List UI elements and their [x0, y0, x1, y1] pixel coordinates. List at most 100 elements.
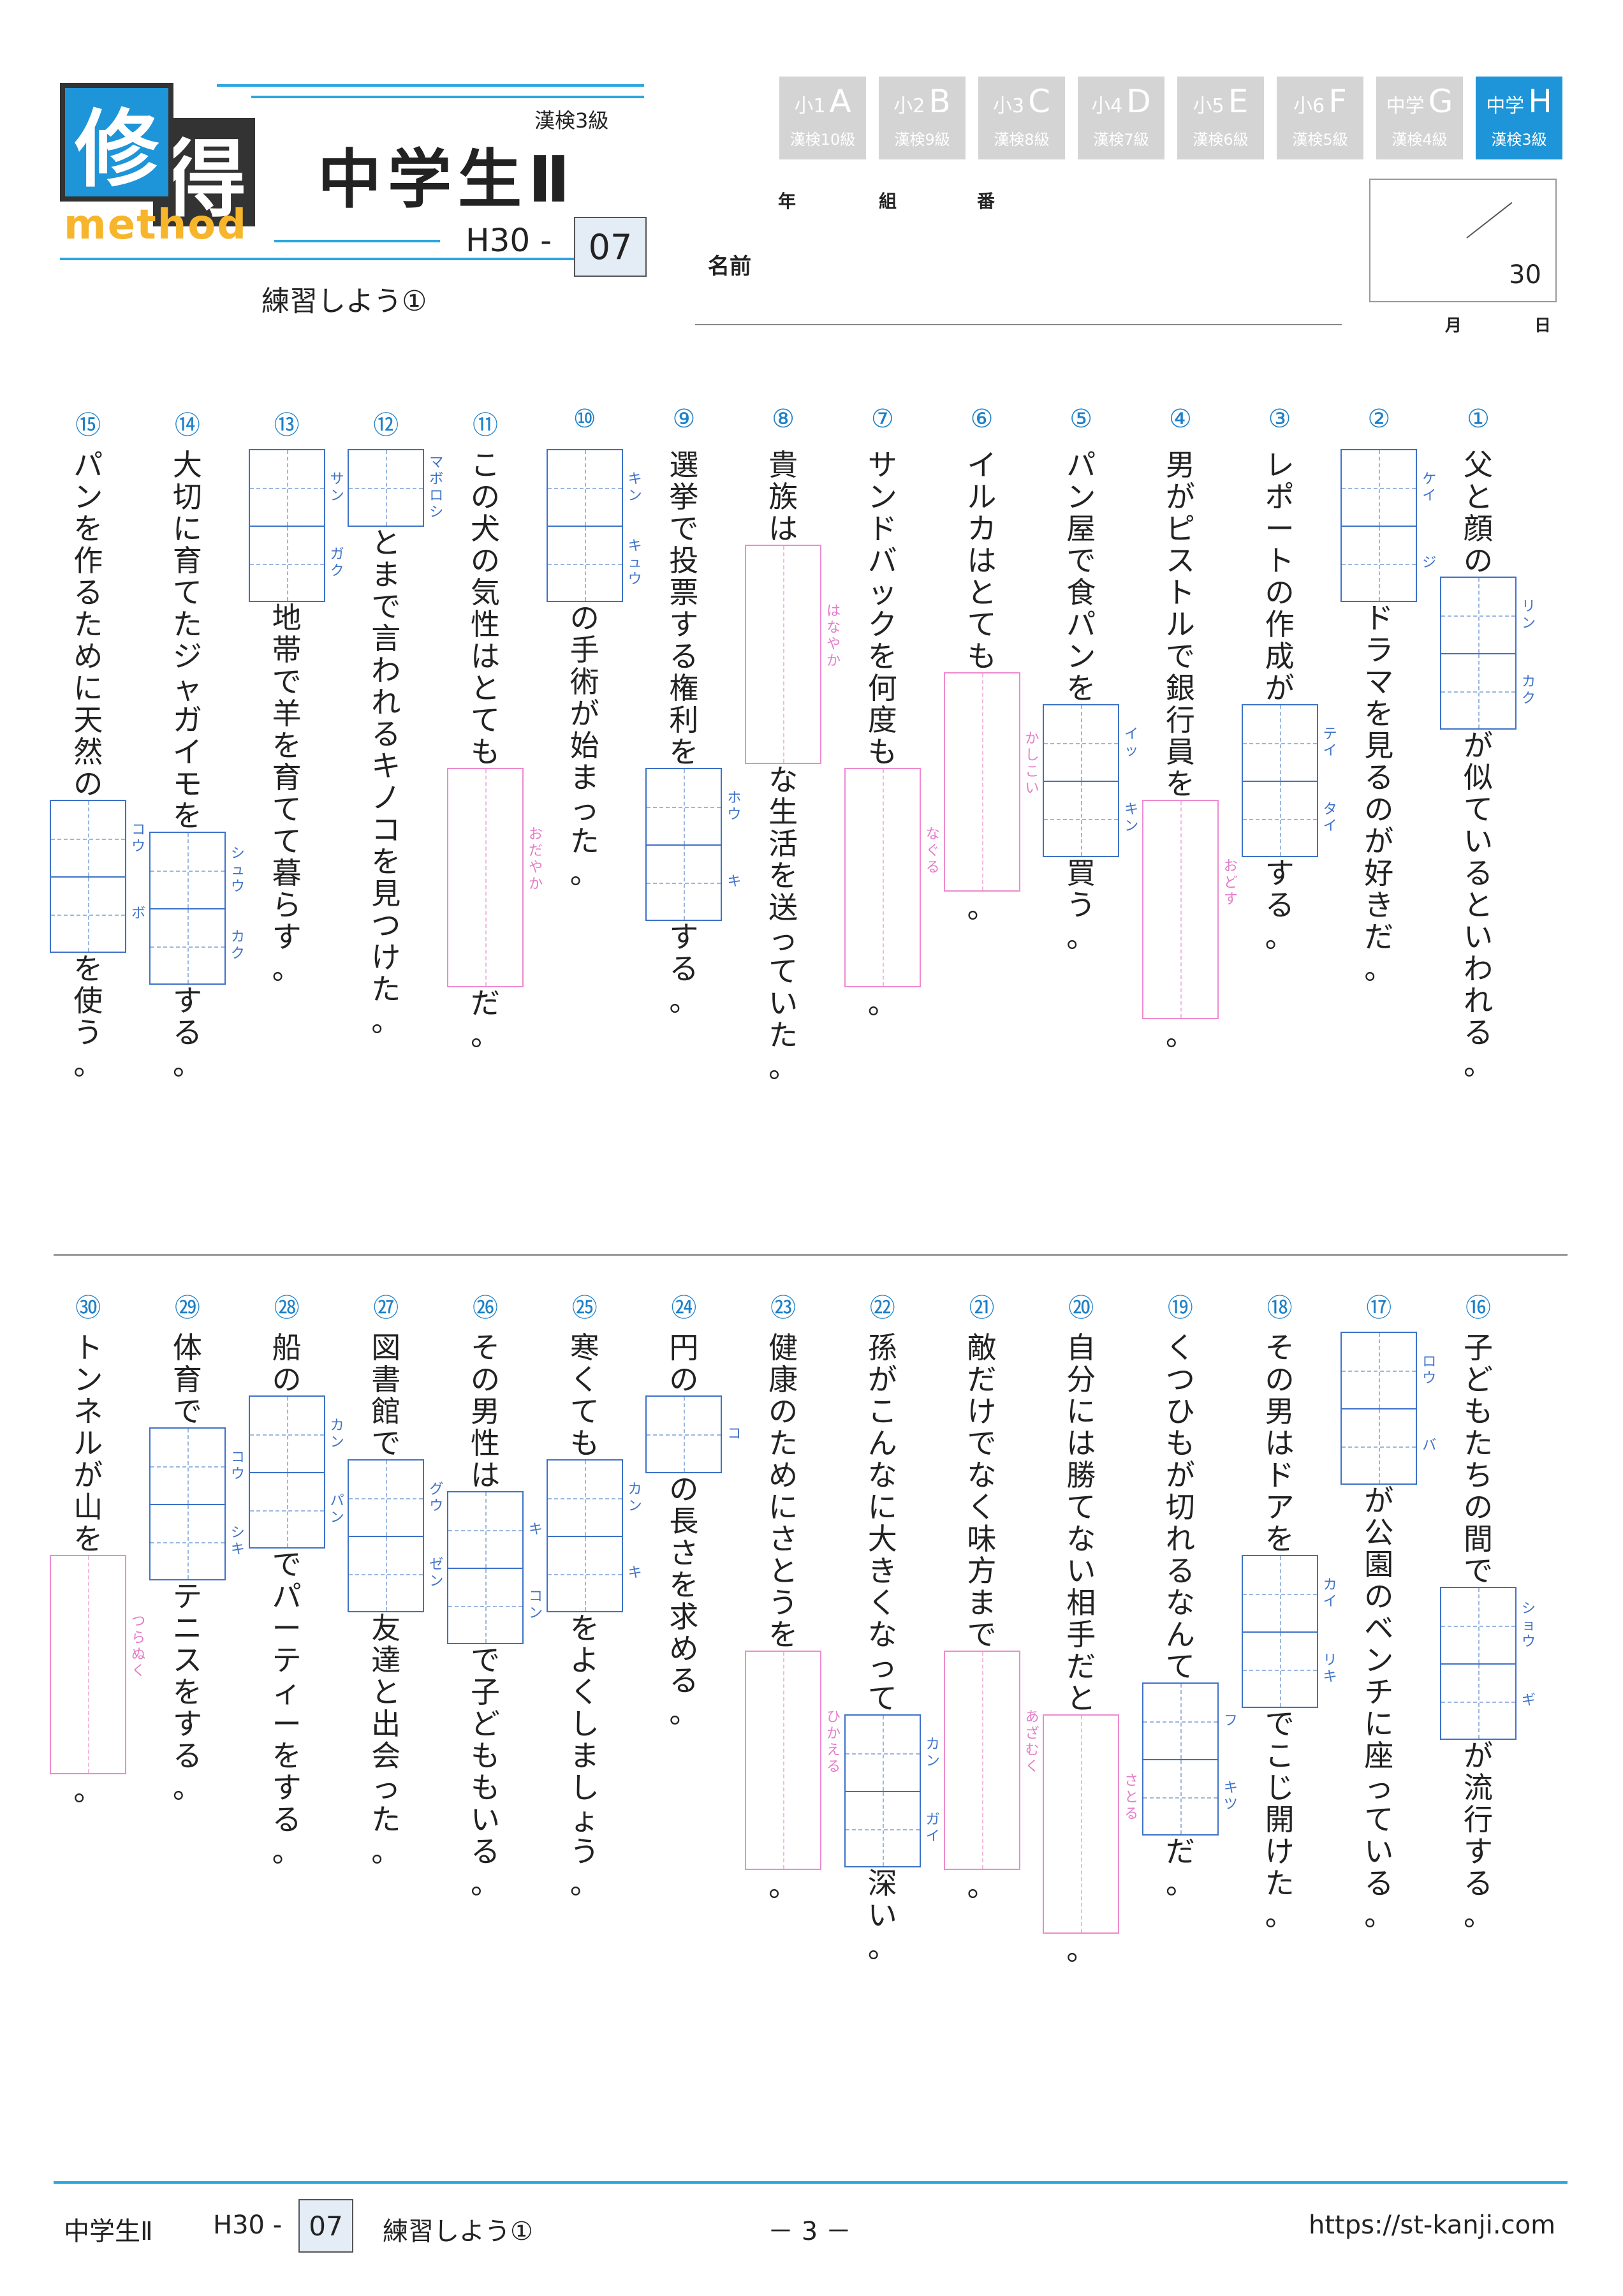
question-text: トンネルが山をつらぬく。 [50, 1332, 145, 1806]
sentence-text: 寒くても [569, 1330, 599, 1461]
question-text: サンガク地帯で羊を育てて暮らす。 [248, 449, 344, 985]
name-label: 名前 [708, 254, 751, 279]
hiragana-answer-box[interactable]: はなやか [745, 545, 841, 764]
question-text: ロウバが公園のベンチに座っている。 [1340, 1332, 1436, 1932]
tab-letter: C [1028, 83, 1050, 120]
kanji-answer-box[interactable]: キコン [447, 1491, 543, 1644]
hiragana-answer-box[interactable]: つらぬく [50, 1555, 145, 1774]
kanji-answer-box[interactable]: コウシキ [149, 1427, 245, 1580]
hiragana-answer-box[interactable]: おどす [1142, 800, 1238, 1019]
hiragana-answer-box[interactable]: あざむく [943, 1651, 1039, 1870]
score-box [1369, 179, 1557, 302]
hiragana-answer-box[interactable]: おだやか [447, 768, 543, 987]
header-line-top [217, 84, 644, 87]
kanji-answer-box[interactable]: リンカク [1440, 577, 1536, 730]
sentence-text: 円の [669, 1330, 699, 1397]
kanji-answer-box[interactable]: テイタイ [1241, 704, 1337, 857]
hiragana-reading: あざむく [1025, 1709, 1039, 1775]
question-number: ⑤ [1069, 404, 1093, 434]
footer-url[interactable]: https://st-kanji.com [1309, 2211, 1556, 2240]
kanji-answer-box[interactable]: サンガク [248, 449, 344, 602]
question-number: ㉘ [274, 1293, 300, 1323]
level-tab[interactable]: 小2 B 漢検9級 [879, 77, 966, 159]
question-number: ② [1367, 404, 1391, 434]
question-number: ㉗ [373, 1293, 399, 1323]
question-text: 敵だけでなく味方まであざむく。 [943, 1332, 1039, 1903]
question-number: ㉓ [770, 1293, 797, 1323]
sentence-text: 子どもたちの間で [1464, 1330, 1493, 1588]
kanji-answer-box[interactable]: ロウバ [1340, 1332, 1436, 1485]
kanji-answer-box[interactable]: カイリキ [1241, 1555, 1337, 1708]
sentence-text: パンを作るために天然の [73, 448, 103, 801]
question-text: 子どもたちの間でショウギが流行する。 [1440, 1330, 1536, 1931]
level-tab[interactable]: 中学 H 漢検3級 [1476, 77, 1562, 159]
question-text: 貴族ははなやかな生活を送っていた。 [745, 449, 841, 1084]
tab-kanken-level: 漢検10級 [789, 131, 856, 149]
level-tab[interactable]: 小3 C 漢検8級 [978, 77, 1065, 159]
kanji-answer-box[interactable]: ホウキ [645, 768, 741, 921]
hiragana-answer-box[interactable]: なぐる [844, 768, 940, 987]
sentence-text: だ。 [1165, 1834, 1195, 1901]
kanji-answer-box[interactable]: フキツ [1142, 1682, 1238, 1836]
sentence-text: 。 [1165, 1018, 1195, 1052]
hiragana-reading: はなやか [826, 603, 841, 669]
kanji-answer-box[interactable]: キンキュウ [546, 449, 642, 602]
logo-word: method [64, 202, 248, 249]
sentence-text: 船の [272, 1330, 302, 1397]
question-number: ⑲ [1167, 1293, 1193, 1323]
sentence-text: 選挙で投票する権利を [669, 448, 699, 769]
sentence-text: 。 [867, 986, 897, 1020]
question-number: ③ [1268, 404, 1291, 434]
kanji-answer-box[interactable]: カンガイ [844, 1714, 940, 1867]
sentence-text: 。 [1066, 1932, 1096, 1967]
question-number: ㉑ [969, 1293, 995, 1323]
question-number: ㉚ [75, 1293, 101, 1323]
question-number: ⑫ [373, 411, 399, 440]
kanji-answer-box[interactable]: ショウギ [1440, 1587, 1536, 1740]
level-tab[interactable]: 小5 E 漢検6級 [1177, 77, 1264, 159]
question-text: イルカはとてもかしこい。 [943, 449, 1039, 924]
question-text: サンドバックを何度もなぐる。 [844, 449, 940, 1020]
sentence-text: が公園のベンチに座っている。 [1364, 1483, 1394, 1932]
question-number: ⑩ [573, 404, 596, 434]
hiragana-reading: おどす [1223, 858, 1238, 908]
question-text: 図書館でグウゼン友達と出会った。 [348, 1332, 443, 1867]
kanji-answer-box[interactable]: マボロシ [348, 449, 443, 527]
kanji-answer-box[interactable]: ケイジ [1340, 449, 1436, 602]
question-number: ⑧ [772, 404, 795, 434]
question-number: ㉖ [473, 1293, 498, 1323]
hiragana-answer-box[interactable]: ひかえる [745, 1651, 841, 1870]
tab-grade: 小1 [794, 95, 826, 117]
kanji-answer-box[interactable]: グウゼン [348, 1459, 443, 1612]
hiragana-reading: ひかえる [826, 1709, 841, 1775]
question-number: ⑳ [1068, 1293, 1094, 1323]
level-tab[interactable]: 中学 G 漢検4級 [1376, 77, 1463, 159]
question-number: ⑰ [1366, 1293, 1392, 1323]
kanji-answer-box[interactable]: コ [645, 1395, 741, 1473]
sentence-text: の長さを求める。 [669, 1472, 699, 1730]
level-tab[interactable]: 小1 A 漢検10級 [779, 77, 866, 159]
question-number: ⑮ [75, 411, 101, 440]
hiragana-answer-box[interactable]: かしこい [943, 672, 1039, 892]
sentence-text: をよくしましょう。 [569, 1611, 599, 1901]
kanji-answer-box[interactable]: コウボ [50, 800, 145, 953]
name-underline [695, 324, 1342, 325]
question-number: ㉒ [869, 1293, 895, 1323]
level-tab[interactable]: 小6 F 漢検5級 [1277, 77, 1363, 159]
footer-code-prefix: H30 - [213, 2211, 283, 2240]
kanji-answer-box[interactable]: カンパン [248, 1395, 344, 1549]
hiragana-answer-box[interactable]: さとる [1043, 1714, 1138, 1934]
month-label: 月 [1445, 316, 1462, 335]
footer-title: 中学生Ⅱ [64, 2217, 153, 2246]
sentence-text: な生活を送っていた。 [768, 763, 798, 1084]
sentence-text: 。 [967, 1869, 997, 1903]
sentence-text: でこじ開けた。 [1265, 1707, 1295, 1932]
header-line-bottom [60, 258, 644, 260]
kanji-answer-box[interactable]: カンキ [546, 1459, 642, 1612]
kanji-answer-box[interactable]: イッキン [1043, 704, 1138, 857]
level-tab[interactable]: 小4 D 漢検7級 [1078, 77, 1164, 159]
kanji-answer-box[interactable]: シュウカク [149, 832, 245, 985]
tab-letter: F [1328, 83, 1347, 120]
title-level: 漢検3級 [534, 108, 609, 133]
tab-letter: G [1428, 83, 1453, 120]
